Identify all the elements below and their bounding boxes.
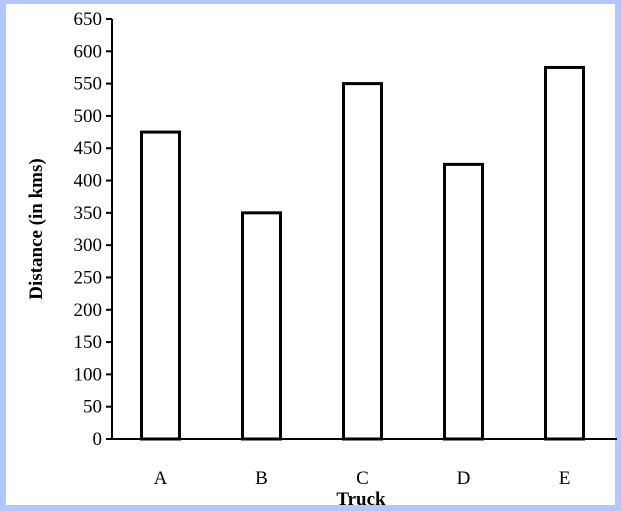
y-tick-label: 0 bbox=[93, 429, 103, 450]
x-tick-label: C bbox=[356, 468, 369, 489]
y-axis-ticks: 0 50 100 150 200 250 300 350 400 450 500 550 600 650 bbox=[74, 9, 112, 450]
x-tick-label: A bbox=[154, 468, 168, 489]
x-tick-label: B bbox=[255, 468, 268, 489]
x-axis-title: Truck bbox=[336, 489, 386, 510]
y-tick-label: 400 bbox=[74, 171, 103, 192]
x-tick-label: E bbox=[559, 468, 571, 489]
y-tick-label: 550 bbox=[74, 74, 103, 95]
y-tick-label: 50 bbox=[83, 397, 102, 418]
bar-E bbox=[544, 65, 585, 441]
y-tick-label: 100 bbox=[74, 364, 103, 385]
bar-B bbox=[241, 211, 282, 441]
bars bbox=[140, 65, 585, 441]
y-tick-label: 150 bbox=[74, 332, 103, 353]
y-axis-title: Distance (in kms) bbox=[26, 158, 47, 299]
y-tick-label: 250 bbox=[74, 267, 103, 288]
y-tick-label: 450 bbox=[74, 138, 103, 159]
y-tick-label: 500 bbox=[74, 106, 103, 127]
bar-A bbox=[140, 130, 181, 441]
y-tick-label: 300 bbox=[74, 235, 103, 256]
y-tick-label: 650 bbox=[74, 9, 103, 30]
bar-C bbox=[342, 82, 383, 441]
y-tick-label: 600 bbox=[74, 41, 103, 62]
bar-D bbox=[443, 162, 484, 441]
y-tick-label: 200 bbox=[74, 300, 103, 321]
y-tick-label: 350 bbox=[74, 203, 103, 224]
x-axis-tick-labels: A B C D E bbox=[154, 468, 571, 489]
x-tick-label: D bbox=[457, 468, 471, 489]
